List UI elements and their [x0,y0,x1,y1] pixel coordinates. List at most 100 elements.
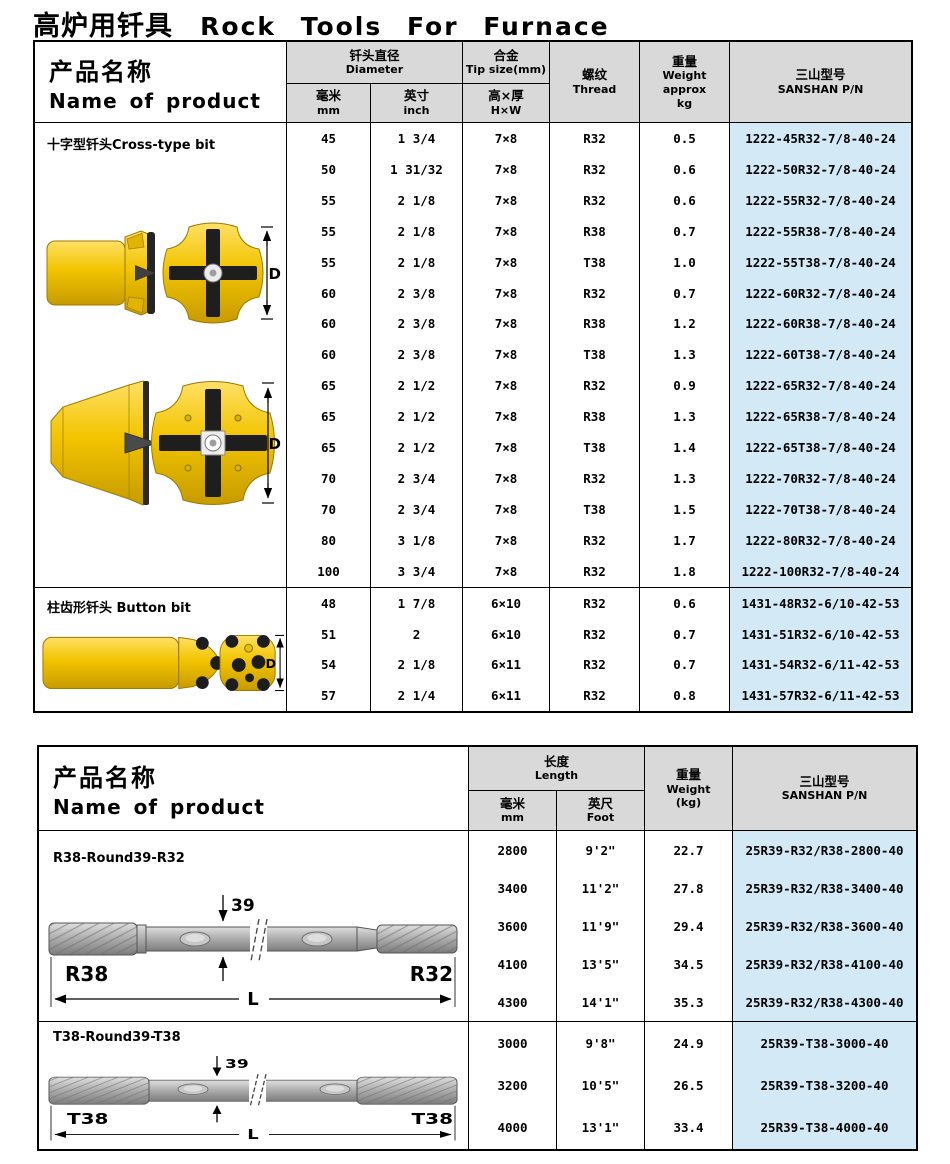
tip-value: 7×8 [494,347,518,363]
mm-value: 80 [320,532,337,548]
mm-value: 4000 [497,1120,528,1136]
weight-value: 1.5 [673,502,696,518]
rod-r38-pn-values: 25R39-R32/R38-2800-40 25R39-R32/R38-3400-… [733,831,916,1021]
rods-header-pn-en: SANSHAN P/N [781,789,868,803]
header-mm: 毫米 mm [287,84,371,122]
tip-value: 7×8 [494,223,518,239]
pn-value: 25R39-T38-3000-40 [760,1035,889,1051]
thread-value: R32 [583,688,606,704]
rod-t38-dim-39: 39 [225,1056,249,1071]
weight-value: 1.4 [673,440,696,456]
rod-t38-drawing: 39 L T38 T38 [48,1056,458,1142]
weight-value: 1.3 [673,347,696,363]
header-thread-en: Thread [572,82,617,96]
weight-value: 1.7 [673,532,696,548]
button-mm-values: 48 51 54 57 [287,588,371,711]
mm-value: 65 [320,440,337,456]
mm-value: 55 [320,223,337,239]
foot-value: 11'9" [581,918,620,934]
weight-value: 0.9 [673,378,696,394]
pn-value: 1222-55T38-7/8-40-24 [745,254,896,270]
cross-tip-values: 7×8 7×8 7×8 7×8 7×8 7×8 7×8 7×8 7×8 7×8 7×8 7×8 7×8 7… [463,123,550,587]
weight-value: 22.7 [673,842,704,858]
page-title-zh: 高炉用钎具 [33,11,173,42]
pn-value: 25R39-R32/R38-3600-40 [745,918,904,934]
rod-r38-dim-l: L [247,989,258,1010]
thread-value: R38 [583,409,606,425]
button-pn-values: 1431-48R32-6/10-42-53 1431-51R32-6/10-42-… [730,588,911,711]
rod-r38-drawing: 39 L R38 R32 [48,895,458,1010]
weight-value: 24.9 [673,1035,704,1051]
button-thread-values: R32 R32 R32 R32 [550,588,640,711]
tip-value: 7×8 [494,471,518,487]
mm-value: 55 [320,192,337,208]
mm-value: 3000 [497,1035,528,1051]
rod-t38-foot-values: 9'8" 10'5" 13'1" [557,1022,645,1149]
header-pn-en: SANSHAN P/N [777,82,864,96]
mm-value: 65 [320,409,337,425]
thread-value: T38 [583,347,606,363]
pn-value: 1222-65R38-7/8-40-24 [745,409,896,425]
inch-value: 2 1/2 [397,440,436,456]
header-hw: 高×厚 H×W [463,84,550,122]
rod-t38-diagram-cell: T38-Round39-T38 39 [39,1022,469,1149]
weight-value: 0.5 [673,130,696,146]
inch-value: 2 3/4 [397,502,436,518]
header-weight: 重量 Weight approx kg [640,42,730,122]
rod-r38-left-thread-label: R38 [65,962,108,986]
inch-value: 3 3/4 [397,563,436,579]
header-pn-zh: 三山型号 [795,67,846,83]
header-diameter-en: Diameter [345,63,404,77]
pn-value: 1431-57R32-6/11-42-53 [741,688,900,704]
header-tip-size: 合金 Tip size(mm) [463,42,550,84]
mm-value: 70 [320,502,337,518]
thread-value: R32 [583,285,606,301]
weight-value: 0.7 [673,223,696,239]
header-thread-zh: 螺纹 [581,67,607,83]
weight-value: 27.8 [673,880,704,896]
header-inch-en: inch [403,103,430,117]
rods-header-foot-en: Foot [586,811,615,825]
thread-value: R38 [583,316,606,332]
tip-value: 6×11 [490,688,522,704]
section-label-rod-t38: T38-Round39-T38 [53,1030,181,1045]
inch-value: 2 3/8 [397,285,436,301]
tip-value: 7×8 [494,285,518,301]
weight-value: 33.4 [673,1120,704,1136]
section-label-rod-r38: R38-Round39-R32 [53,851,185,866]
tip-value: 7×8 [494,409,518,425]
tip-value: 7×8 [494,532,518,548]
pn-value: 1222-45R32-7/8-40-24 [745,130,896,146]
pn-value: 1222-55R38-7/8-40-24 [745,223,896,239]
foot-value: 9'2" [585,842,616,858]
tip-value: 7×8 [494,192,518,208]
weight-value: 0.6 [673,192,696,208]
pn-value: 25R39-T38-3200-40 [760,1077,889,1093]
foot-value: 11'2" [581,880,620,896]
weight-value: 35.3 [673,994,704,1010]
thread-value: R32 [583,161,606,177]
thread-value: T38 [583,502,606,518]
rods-header-mm-en: mm [501,811,524,825]
bits-table-header: 产品名称 Name of product 钎头直径 Diameter 毫米 mm… [35,42,911,123]
pn-value: 25R39-R32/R38-3400-40 [745,880,904,896]
mm-value: 2800 [497,842,528,858]
pn-value: 1222-60T38-7/8-40-24 [745,347,896,363]
mm-value: 50 [320,161,337,177]
thread-value: T38 [583,254,606,270]
inch-value: 2 1/2 [397,378,436,394]
header-hw-zh: 高×厚 [488,88,524,104]
mm-value: 3200 [497,1077,528,1093]
inch-value: 2 1/8 [397,192,436,208]
weight-value: 1.3 [673,409,696,425]
bits-table: 产品名称 Name of product 钎头直径 Diameter 毫米 mm… [33,40,913,713]
button-inch-values: 1 7/8 2 2 1/8 2 1/4 [371,588,463,711]
header-weight-approx: approx [662,82,707,96]
thread-value: R38 [583,223,606,239]
pn-value: 1222-70T38-7/8-40-24 [745,502,896,518]
inch-value: 2 [412,626,421,642]
pn-value: 1431-54R32-6/11-42-53 [741,657,900,673]
header-product-name: 产品名称 Name of product [35,42,287,122]
pn-value: 1222-65R32-7/8-40-24 [745,378,896,394]
foot-value: 13'1" [581,1120,620,1136]
